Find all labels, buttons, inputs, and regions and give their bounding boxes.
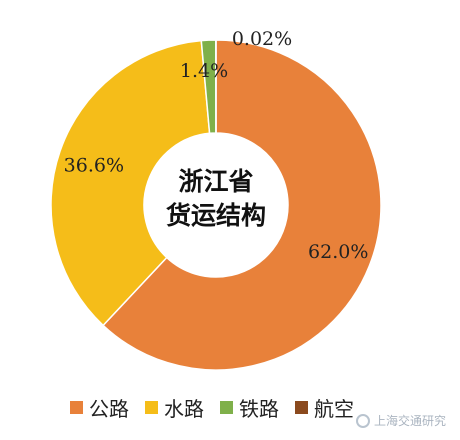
slice-road xyxy=(102,39,382,371)
data-label-water: 36.6% xyxy=(64,154,124,176)
legend-item-rail: 铁路 xyxy=(220,393,279,422)
center-label-line-1: 浙江省 xyxy=(178,167,253,196)
center-label-line-2: 货运结构 xyxy=(166,201,266,230)
legend-label-rail: 铁路 xyxy=(239,397,279,421)
legend-swatch-water xyxy=(145,401,158,414)
legend-item-air: 航空 xyxy=(295,393,354,422)
legend-item-water: 水路 xyxy=(145,393,204,422)
legend: 公路 水路 铁路 航空 xyxy=(70,393,370,422)
wechat-icon xyxy=(355,413,370,428)
watermark-text: 上海交通研究 xyxy=(373,414,446,428)
watermark: 上海交通研究 xyxy=(355,412,446,429)
data-label-air: 0.02% xyxy=(232,28,292,50)
legend-label-air: 航空 xyxy=(314,397,354,421)
data-label-rail: 1.4% xyxy=(180,60,228,82)
donut-chart: 浙江省 货运结构 62.0% 36.6% 1.4%0.02% xyxy=(50,28,382,371)
legend-swatch-air xyxy=(295,401,308,414)
legend-label-water: 水路 xyxy=(164,397,204,421)
legend-item-road: 公路 xyxy=(70,393,129,422)
legend-label-road: 公路 xyxy=(89,397,129,421)
legend-swatch-rail xyxy=(220,401,233,414)
slice-water xyxy=(50,39,211,327)
legend-swatch-road xyxy=(70,401,83,414)
data-label-road: 62.0% xyxy=(308,241,368,263)
